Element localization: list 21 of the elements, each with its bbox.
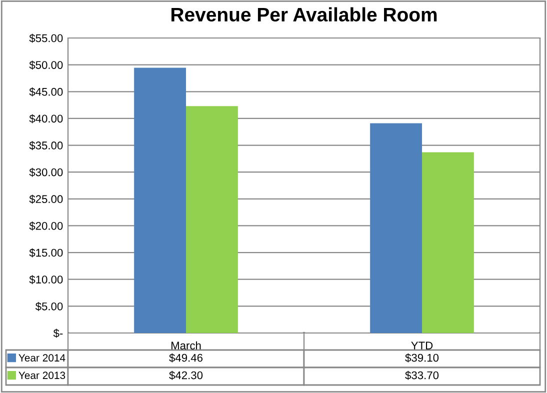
y-tick-label: $40.00 (29, 114, 63, 124)
legend-label: Year 2014 (18, 354, 66, 362)
y-tick-label: $- (53, 328, 63, 338)
x-tick-label: March (171, 341, 201, 350)
x-tick-label: YTD (411, 342, 433, 350)
y-tick-label: $35.00 (29, 141, 63, 150)
y-tick-label: $45.00 (29, 87, 63, 96)
y-tick-label: $50.00 (29, 60, 63, 70)
y-tick-label: $25.00 (29, 194, 63, 204)
y-tick-label: $5.00 (35, 302, 63, 311)
y-tick-label: $15.00 (29, 248, 63, 258)
data-label: $39.10 (405, 353, 439, 362)
legend-label: Year 2013 (18, 372, 66, 380)
data-label: $42.30 (169, 370, 203, 380)
data-label: $33.70 (405, 370, 439, 380)
y-tick-label: $20.00 (29, 222, 63, 231)
data-label: $49.46 (169, 353, 203, 362)
y-tick-label: $30.00 (29, 168, 63, 177)
y-tick-label: $10.00 (29, 275, 63, 284)
y-tick-label: $55.00 (29, 34, 63, 43)
chart-title: Revenue Per Available Room (171, 7, 437, 22)
